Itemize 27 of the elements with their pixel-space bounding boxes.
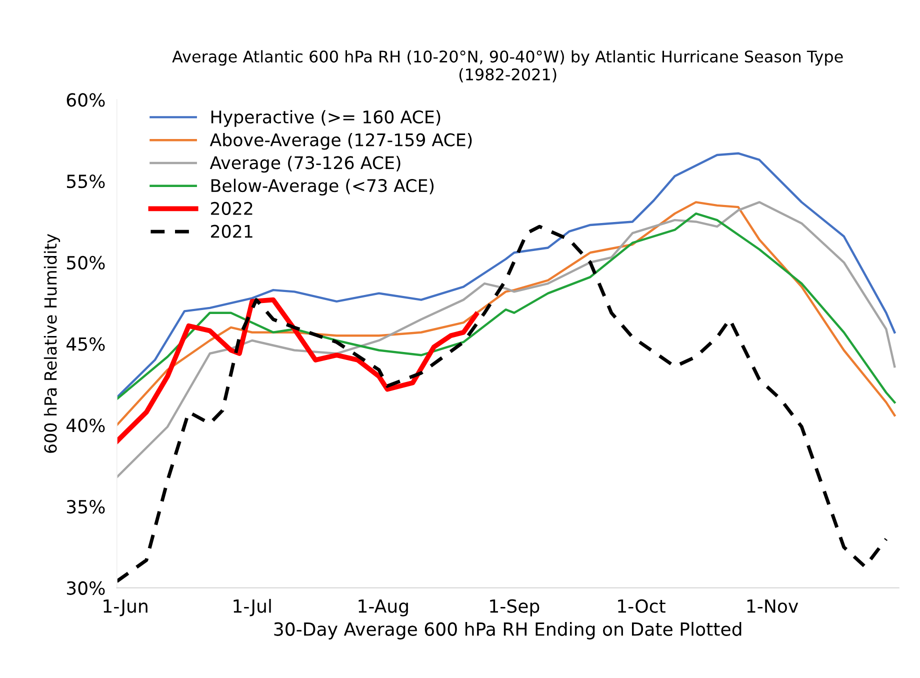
x-axis-title: 30-Day Average 600 hPa RH Ending on Date Plotted (274, 622, 742, 640)
y-tick-label: 50% (66, 256, 105, 270)
y-tick-label: 45% (66, 337, 105, 351)
y-axis-title: 600 hPa Relative Humidity (44, 234, 60, 453)
y-tick-label: 60% (66, 93, 105, 107)
line-series (116, 297, 479, 444)
legend-label: 2022 (211, 202, 252, 216)
y-tick-label: 40% (66, 418, 105, 432)
x-tick-label: 1-Jul (234, 598, 271, 616)
line-series (116, 201, 896, 426)
legend-label: Average (73-126 ACE) (210, 156, 400, 173)
legend-label: 2021 (211, 224, 252, 238)
line-series (116, 201, 896, 478)
x-tick-label: 1-Oct (618, 599, 666, 613)
line-series (116, 224, 888, 584)
x-tick-label: 1-Sep (490, 599, 540, 616)
legend-label: Above-Average (127-159 ACE) (210, 132, 472, 150)
y-tick-label: 35% (66, 500, 105, 514)
x-tick-label: 1-Aug (358, 599, 408, 616)
legend-label: Hyperactive (>= 160 ACE) (211, 110, 440, 127)
legend-label: Below-Average (<73 ACE) (211, 178, 434, 196)
chart-title: Average Atlantic 600 hPa RH (10-20°N, 90-40°W) by Atlantic Hurricane Season Type (1982-2021) (172, 50, 843, 82)
y-tick-label: 55% (66, 174, 105, 188)
x-tick-label: 1-Jun (104, 599, 148, 616)
line-series (116, 152, 896, 399)
x-tick-label: 1-Nov (747, 599, 798, 613)
y-tick-label: 30% (66, 581, 105, 595)
